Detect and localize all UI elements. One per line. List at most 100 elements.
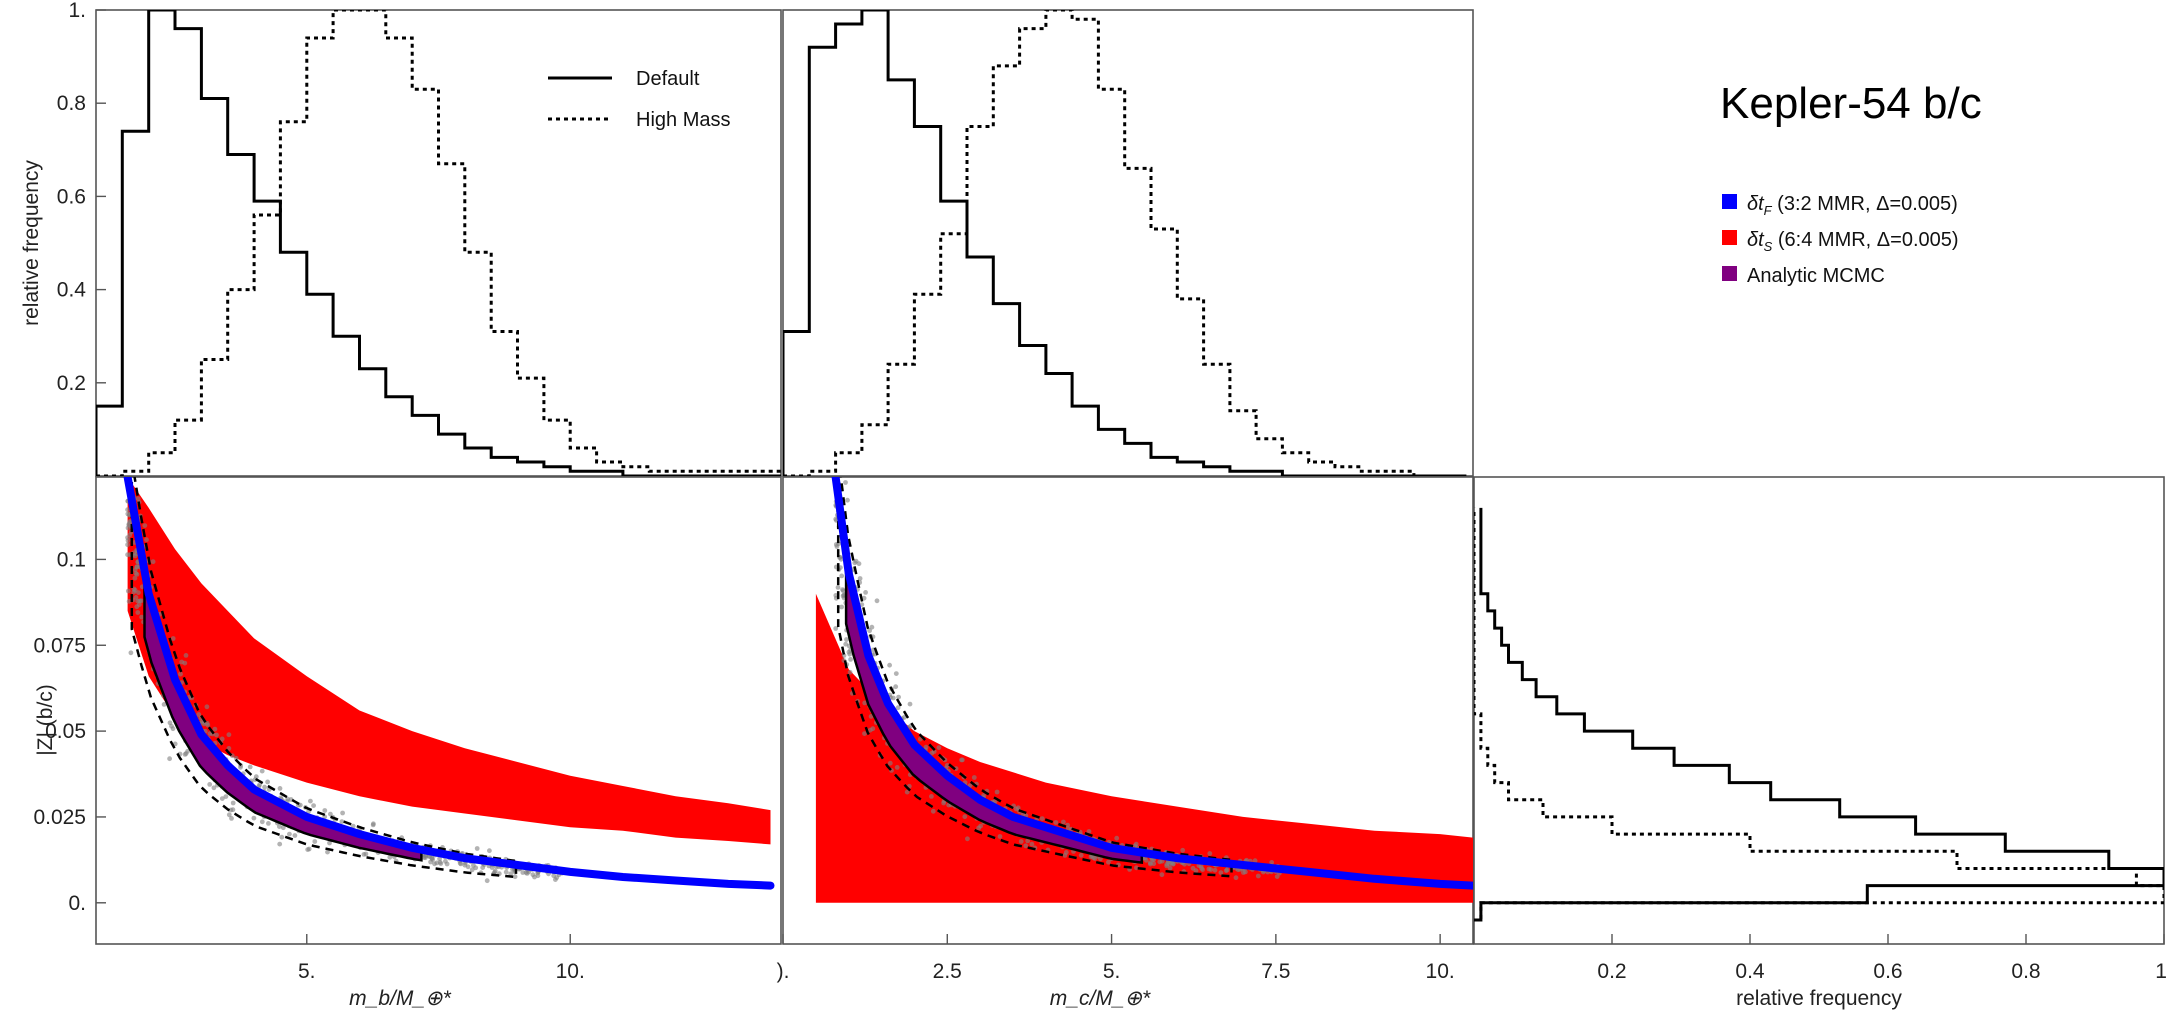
- hist-z-plot: [1474, 507, 2164, 922]
- hist-mb-ytick-label: 0.8: [57, 92, 86, 115]
- scatter-mc-mcmc-point: [1274, 874, 1280, 879]
- scatter-mc-mcmc-point: [1078, 852, 1084, 858]
- scatter-mb-mcmc-point: [465, 864, 471, 870]
- scatter-mc-mcmc-point: [1134, 865, 1139, 871]
- scatter-mb-mcmc-point: [457, 860, 463, 866]
- scatter-mc-mcmc-point: [1159, 872, 1165, 878]
- scatter-mb-mcmc-point: [233, 755, 239, 761]
- scatter-mc-mcmc-point: [1148, 861, 1153, 867]
- scatter-mc-mcmc-point: [887, 760, 893, 766]
- hist-mb-ytick-label: 1.: [68, 0, 86, 22]
- axis-ticks: 0.2 0.4 0.6 0.8 1. 0. 0.025 0.05 0.075 0.1 5. 10.).…: [33, 0, 2166, 983]
- scatter-mc-mcmc-point: [1241, 870, 1246, 875]
- legend-purple-label: Analytic MCMC: [1747, 265, 1885, 287]
- scatter-mc-mcmc-point: [1092, 856, 1098, 861]
- scatter-mc-mcmc-point: [965, 836, 970, 842]
- scatter-mb-mcmc-point: [305, 847, 311, 852]
- scatter-mc-mcmc-point: [1223, 868, 1229, 874]
- scatter-mc-mcmc-point: [1170, 861, 1176, 866]
- scatter-mb-mcmc-point: [127, 413, 132, 418]
- scatter-mb-ytick-label: 0.05: [45, 720, 86, 743]
- hist-mb-ytick-label: 0.6: [57, 185, 86, 208]
- scatter-mb-mcmc-point: [492, 868, 498, 874]
- scatter-mb-mcmc-point: [484, 878, 490, 884]
- scatter-mb-mcmc-point: [170, 636, 176, 641]
- scatter-mc-mcmc-point: [868, 714, 874, 719]
- panel-hist-mc-frame: [782, 9, 1474, 477]
- fill-legend: δtF (3:2 MMR, Δ=0.005) δtS (6:4 MMR, Δ=0…: [1722, 193, 1959, 287]
- scatter-mb-mcmc-point: [503, 869, 509, 875]
- scatter-mb-red-band: [127, 477, 771, 845]
- xlabel-hist-z: relative frequency: [1736, 987, 1902, 1010]
- scatter-mb-mcmc-point: [167, 756, 173, 762]
- scatter-mc-mcmc-point: [929, 794, 934, 799]
- hist-z-xtick-label: 0.2: [1597, 960, 1626, 983]
- scatter-mb-mcmc-point: [126, 599, 132, 604]
- hist-mc-series-default: [783, 10, 1467, 476]
- scatter-mc-mcmc-point: [962, 814, 968, 820]
- scatter-mb-mcmc-point: [126, 444, 131, 449]
- scatter-mc-mcmc-point: [1086, 829, 1092, 834]
- scatter-mc-xtick-label: 2.5: [933, 960, 962, 983]
- scatter-mb-mcmc-point: [277, 841, 283, 847]
- scatter-mc-mcmc-point: [861, 595, 867, 601]
- scatter-mb-mcmc-point: [437, 856, 442, 862]
- scatter-mb-mcmc-point: [259, 819, 265, 825]
- scatter-mb-mcmc-point: [259, 768, 265, 774]
- scatter-mb-mcmc-point: [350, 823, 356, 829]
- scatter-mc-mcmc-point: [953, 766, 959, 771]
- scatter-mb-mcmc-point: [139, 614, 145, 620]
- scatter-mc-mcmc-point: [862, 731, 867, 736]
- scatter-mb-mcmc-point: [226, 732, 232, 738]
- hist-z-xtick-label: 0.8: [2011, 960, 2040, 983]
- scatter-mb-mcmc-point: [523, 870, 529, 875]
- scatter-mc-mcmc-point: [1023, 843, 1029, 849]
- ylabel-scatter: |Z| (b/c): [34, 684, 57, 756]
- scatter-mc-mcmc-point: [835, 585, 841, 590]
- scatter-mb-mcmc-point: [279, 834, 285, 840]
- scatter-mb-mcmc-point: [204, 704, 210, 710]
- scatter-mc-mcmc-point: [870, 726, 876, 732]
- scatter-mb-mcmc-point: [277, 824, 282, 829]
- scatter-mb-mcmc-point: [135, 598, 141, 604]
- scatter-mc-mcmc-point: [896, 694, 901, 700]
- xlabel-scatter-mb: m_b/M_⊕*: [349, 987, 451, 1010]
- scatter-mc-blue-curve: [831, 477, 1473, 890]
- scatter-mc-mcmc-point: [978, 823, 983, 829]
- legend-default-label: Default: [636, 68, 700, 90]
- scatter-mb-mcmc-point: [430, 857, 435, 862]
- scatter-mb-mcmc-point: [223, 794, 229, 799]
- scatter-mc-xtick-label: ).: [777, 960, 790, 983]
- scatter-mc-mcmc-point: [894, 765, 900, 770]
- scatter-mb-mcmc-point: [183, 751, 189, 756]
- scatter-mb-mcmc-point: [125, 542, 130, 548]
- scatter-mb-mcmc-point: [312, 839, 318, 844]
- scatter-mc-mcmc-point: [1167, 865, 1173, 871]
- scatter-mb-mcmc-point: [125, 507, 130, 513]
- scatter-mc-mcmc-point: [1252, 858, 1258, 864]
- hist-mc-plot: [783, 10, 1467, 476]
- hist-mb-ytick-label: 0.2: [57, 372, 86, 395]
- scatter-mb-mcmc-point: [125, 419, 130, 424]
- scatter-mb-mcmc-point: [125, 442, 130, 447]
- scatter-mc-mcmc-point: [936, 745, 942, 750]
- scatter-mc-mcmc-point: [895, 705, 901, 711]
- scatter-mc-mcmc-point: [843, 480, 848, 485]
- scatter-mc-xtick-label: 5.: [1103, 960, 1121, 983]
- scatter-mc-mcmc-point: [1025, 838, 1031, 844]
- scatter-mb-mcmc-point: [474, 846, 480, 851]
- scatter-mb-mcmc-point: [230, 800, 236, 806]
- scatter-mc-mcmc-point: [901, 715, 907, 720]
- scatter-mc-mcmc-point: [856, 561, 862, 567]
- scatter-mc-mcmc-point: [1200, 867, 1205, 872]
- hist-z-xtick-label: 0.6: [1873, 960, 1902, 983]
- scatter-mb-mcmc-point: [183, 653, 189, 658]
- scatter-mb-mcmc-point: [170, 726, 176, 732]
- scatter-mc-mcmc-point: [844, 637, 849, 642]
- scatter-mc-mcmc-point: [833, 374, 838, 379]
- scatter-mb-mcmc-point: [327, 840, 332, 846]
- scatter-mb-plot: [123, 413, 775, 890]
- scatter-mc-mcmc-point: [841, 468, 846, 473]
- scatter-mc-mcmc-point: [847, 669, 853, 675]
- scatter-mc-mcmc-point: [862, 700, 868, 706]
